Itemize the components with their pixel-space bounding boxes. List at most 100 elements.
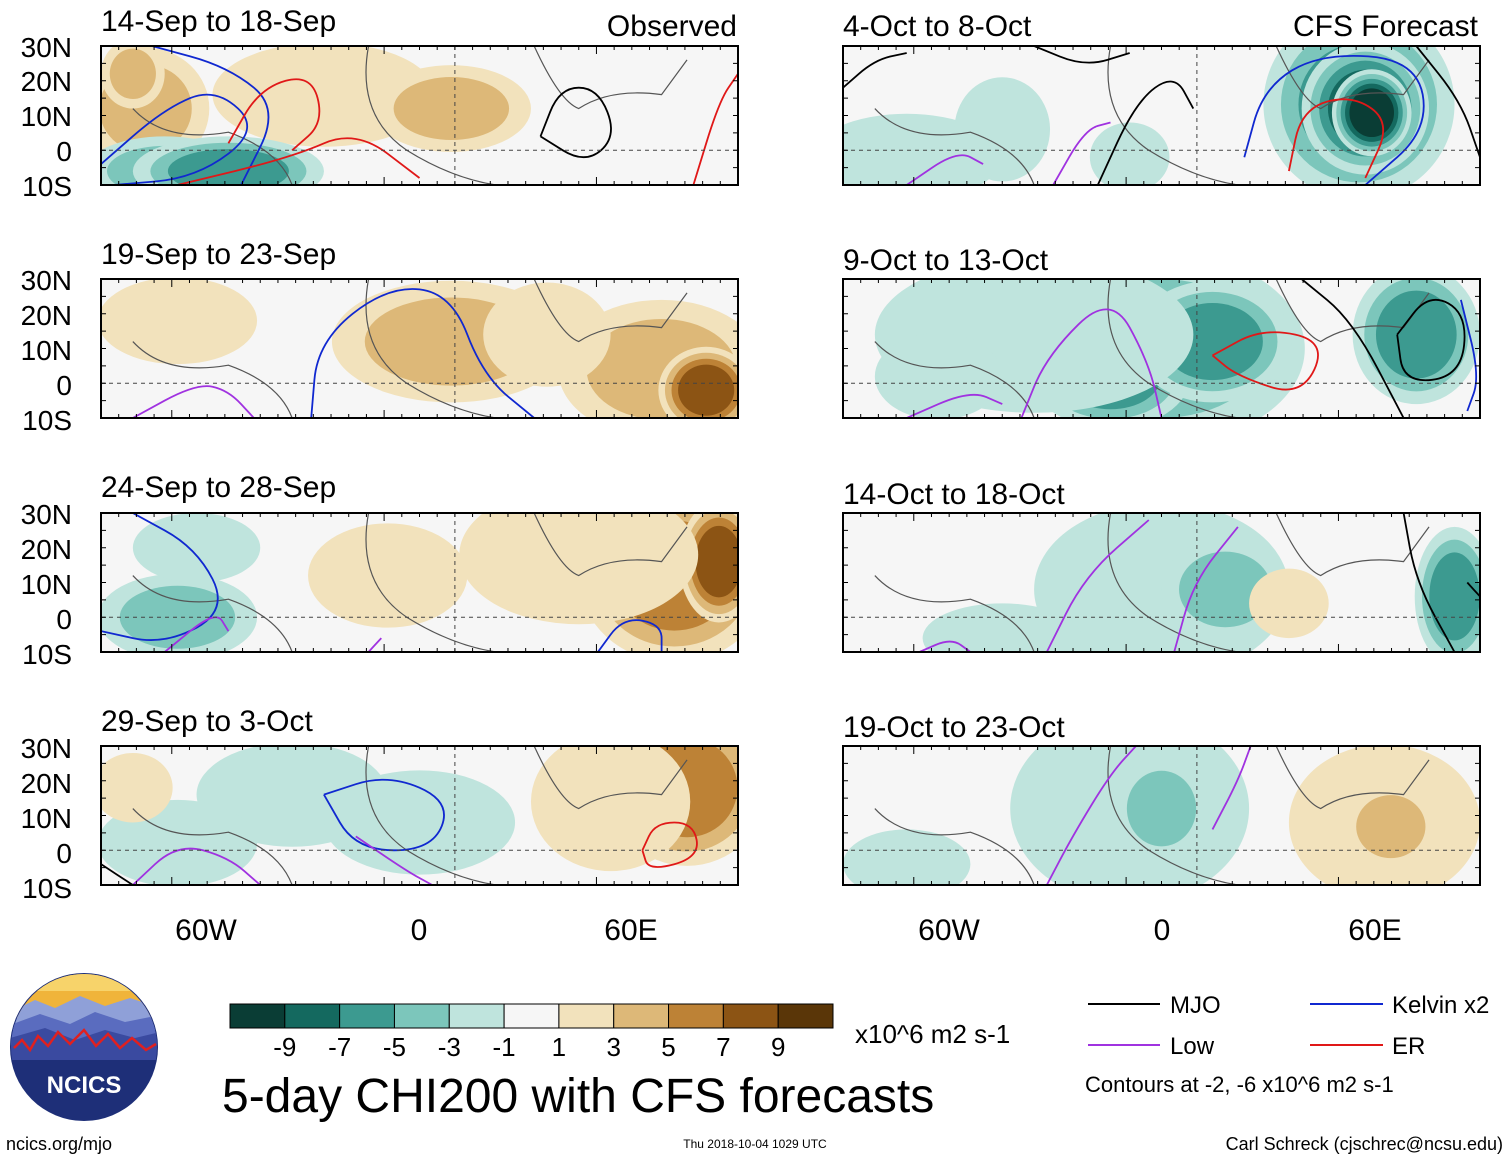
lon-label: 60E bbox=[604, 914, 657, 947]
colorbar-tick-label: 3 bbox=[606, 1032, 620, 1062]
map-panel bbox=[842, 278, 1481, 419]
contour-line bbox=[101, 513, 219, 641]
contour-line bbox=[1402, 513, 1456, 652]
footer-credit: Carl Schreck (cjschrec@ncsu.edu) bbox=[1226, 1134, 1503, 1154]
anomaly-shading bbox=[1375, 290, 1457, 379]
map-panel bbox=[100, 278, 739, 419]
colorbar: -9 -7 -5 -3 -1 1 3 5 7 9 bbox=[229, 1003, 834, 1062]
colorbar-box bbox=[668, 1003, 724, 1029]
contour-line bbox=[1301, 279, 1405, 418]
anomaly-shading bbox=[1349, 88, 1395, 138]
contour-line bbox=[1396, 299, 1466, 382]
lon-label: 0 bbox=[1154, 914, 1171, 947]
contour-line bbox=[1466, 581, 1480, 598]
lat-labels-row-4: 30N 20N 10N 0 10S bbox=[21, 733, 72, 904]
lat-labels-row-2: 30N 20N 10N 0 10S bbox=[21, 265, 72, 436]
contour-line bbox=[1243, 55, 1425, 185]
legend-label-er: ER bbox=[1392, 1033, 1425, 1060]
lat-label: 30N bbox=[21, 265, 72, 296]
lat-label: 10S bbox=[22, 405, 72, 436]
panel-title: 14-Oct to 18-Oct bbox=[843, 478, 1065, 511]
panel-title: 29-Sep to 3-Oct bbox=[101, 705, 313, 738]
contour-line bbox=[177, 137, 421, 185]
panel-title: 9-Oct to 13-Oct bbox=[843, 244, 1049, 277]
legend-label-kelvin: Kelvin x2 bbox=[1392, 992, 1489, 1019]
anomaly-shading bbox=[308, 523, 468, 628]
anomaly-shading bbox=[101, 279, 258, 365]
coastline bbox=[874, 808, 1035, 885]
colorbar-tick-label: -3 bbox=[438, 1032, 461, 1062]
contour-line bbox=[1045, 519, 1150, 652]
forecast-column-label: CFS Forecast bbox=[1293, 10, 1479, 43]
anomaly-shading bbox=[483, 282, 611, 387]
anomaly-shading bbox=[1179, 551, 1272, 628]
panel-title: 4-Oct to 8-Oct bbox=[843, 10, 1032, 43]
map-panel bbox=[842, 512, 1481, 653]
contour-line bbox=[132, 385, 255, 418]
lat-label: 10S bbox=[22, 171, 72, 202]
lat-label: 0 bbox=[56, 370, 72, 401]
lat-label: 10N bbox=[21, 335, 72, 366]
lat-label: 10S bbox=[22, 639, 72, 670]
anomaly-shading bbox=[1356, 795, 1426, 859]
anomaly-shading bbox=[678, 364, 735, 416]
lat-label: 20N bbox=[21, 534, 72, 565]
contour-line bbox=[843, 52, 907, 89]
lat-label: 20N bbox=[21, 300, 72, 331]
coastline bbox=[1275, 279, 1430, 343]
anomaly-shading bbox=[1126, 770, 1197, 847]
coastline bbox=[132, 341, 293, 418]
colorbar-units: x10^6 m2 s-1 bbox=[855, 1019, 1010, 1049]
coastline bbox=[874, 575, 1035, 652]
legend-label-low: Low bbox=[1170, 1033, 1215, 1060]
coastline bbox=[132, 575, 293, 652]
anomaly-shading bbox=[843, 829, 971, 885]
map-panel bbox=[842, 45, 1481, 186]
lat-label: 10N bbox=[21, 101, 72, 132]
lat-label: 20N bbox=[21, 66, 72, 97]
figure-title: 5-day CHI200 with CFS forecasts bbox=[222, 1070, 934, 1123]
colorbar-box bbox=[284, 1003, 341, 1029]
legend-label-mjo: MJO bbox=[1170, 992, 1221, 1019]
lat-label: 0 bbox=[56, 136, 72, 167]
colorbar-box bbox=[503, 1003, 560, 1029]
coastline bbox=[874, 341, 1035, 418]
map-panel bbox=[100, 512, 739, 653]
contour-line bbox=[227, 78, 321, 151]
lat-labels-row-1: 30N 20N 10N 0 10S bbox=[21, 32, 72, 202]
colorbar-box bbox=[613, 1003, 670, 1029]
lon-label: 60E bbox=[1348, 914, 1401, 947]
colorbar-box bbox=[448, 1003, 505, 1029]
anomaly-shading bbox=[109, 48, 156, 99]
footer-timestamp: Thu 2018-10-04 1029 UTC bbox=[683, 1137, 827, 1151]
contour-line bbox=[597, 619, 663, 652]
contour-line bbox=[310, 288, 535, 418]
lon-labels-left: 60W 0 60E bbox=[175, 914, 658, 947]
map-panel bbox=[842, 745, 1481, 886]
lat-label: 20N bbox=[21, 768, 72, 799]
logo-text: NCICS bbox=[47, 1072, 122, 1099]
anomaly-shading bbox=[393, 77, 510, 141]
map-panels bbox=[100, 45, 1481, 886]
lon-labels-right: 60W 0 60E bbox=[918, 914, 1402, 947]
coastline bbox=[874, 108, 1035, 185]
coastline bbox=[533, 513, 688, 577]
colorbar-tick-label: 1 bbox=[552, 1032, 566, 1062]
colorbar-tick-label: -7 bbox=[328, 1032, 351, 1062]
lat-label: 10N bbox=[21, 803, 72, 834]
contour-line bbox=[1046, 746, 1137, 885]
contour-line bbox=[1288, 98, 1385, 179]
observed-column-label: Observed bbox=[607, 10, 737, 43]
anomaly-shading bbox=[695, 525, 738, 598]
panel-title: 19-Oct to 23-Oct bbox=[843, 711, 1065, 744]
contour-line bbox=[641, 821, 698, 868]
contour-line bbox=[1211, 746, 1252, 830]
footer-url[interactable]: ncics.org/mjo bbox=[6, 1134, 112, 1154]
contour-line bbox=[906, 393, 1003, 418]
anomaly-shading bbox=[101, 752, 173, 823]
lat-label: 30N bbox=[21, 32, 72, 63]
lat-label: 0 bbox=[56, 604, 72, 635]
contour-line bbox=[692, 73, 738, 185]
contour-line bbox=[1052, 121, 1111, 185]
